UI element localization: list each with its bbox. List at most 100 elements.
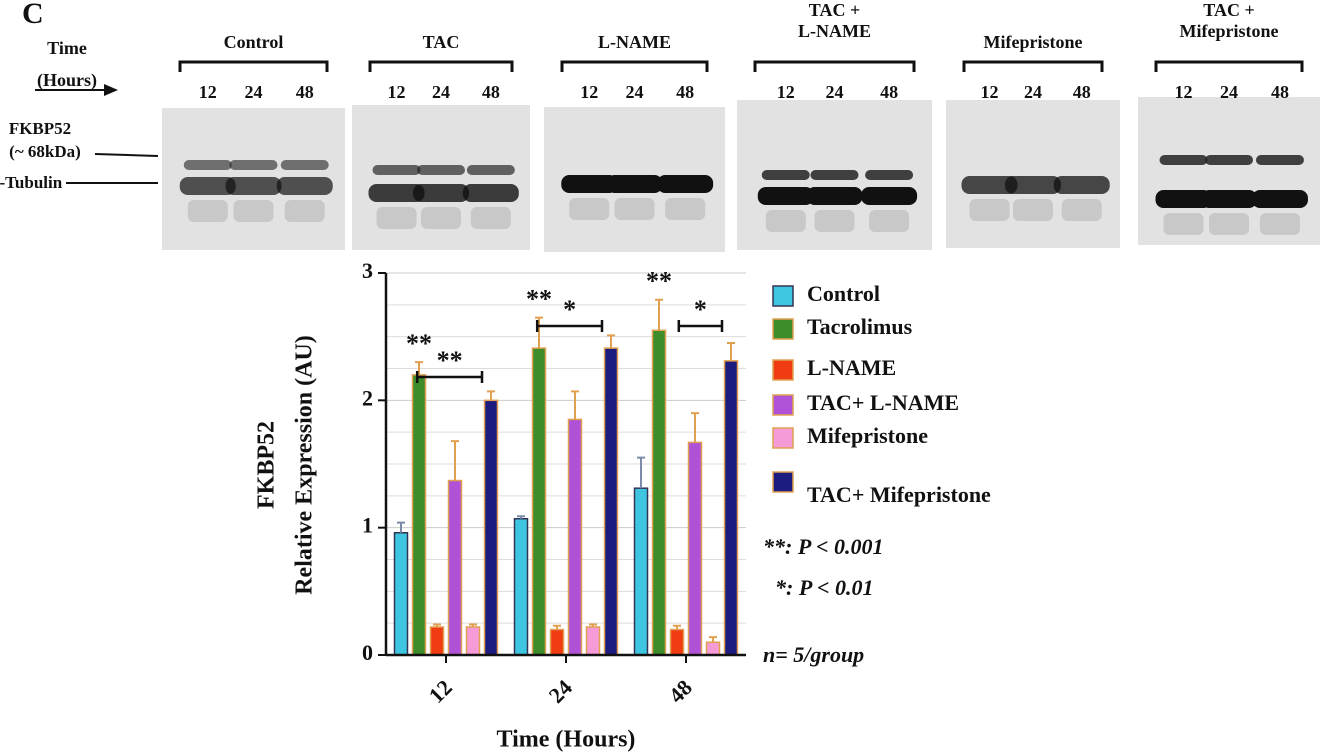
group-bracket xyxy=(753,60,916,72)
band xyxy=(417,165,465,175)
smear xyxy=(869,210,910,232)
error-bar xyxy=(637,456,645,489)
lane-label: 48 xyxy=(1073,82,1091,102)
band xyxy=(861,187,918,205)
group-name: L-NAME xyxy=(798,21,871,41)
bar xyxy=(723,360,739,656)
lane-label: 24 xyxy=(826,82,844,102)
lane-label: 24 xyxy=(1024,82,1042,102)
band xyxy=(229,160,278,170)
group-name: TAC + xyxy=(809,0,860,20)
group-bracket xyxy=(560,60,709,72)
y-tick-label: 2 xyxy=(362,385,373,410)
band xyxy=(606,175,663,193)
lane-label: 48 xyxy=(1271,82,1289,102)
group-bracket xyxy=(368,60,514,72)
band xyxy=(806,187,863,205)
smear xyxy=(665,198,706,220)
smear xyxy=(814,210,855,232)
smear xyxy=(470,207,511,229)
lane-label: 24 xyxy=(432,82,450,102)
band xyxy=(1251,190,1308,208)
smear xyxy=(1013,199,1053,221)
error-bar xyxy=(607,334,615,349)
bar xyxy=(411,374,427,656)
band xyxy=(183,160,232,170)
smear xyxy=(233,200,274,222)
band xyxy=(368,184,425,202)
error-bar xyxy=(517,515,525,519)
band xyxy=(1155,190,1212,208)
smear xyxy=(765,210,806,232)
legend-swatch xyxy=(772,285,794,307)
legend-swatch xyxy=(772,471,794,493)
group-name: L-NAME xyxy=(598,32,671,52)
significance-star: ** xyxy=(646,267,672,296)
legend-label: Mifepristone xyxy=(807,423,928,448)
x-axis-title: Time (Hours) xyxy=(497,727,636,753)
band xyxy=(561,175,618,193)
error-bar xyxy=(727,342,735,361)
x-tick-label: 48 xyxy=(664,675,697,708)
legend-swatch xyxy=(772,394,794,416)
error-bar xyxy=(469,623,477,627)
smear xyxy=(187,200,228,222)
significance-star: ** xyxy=(526,285,552,314)
bar xyxy=(651,329,667,656)
y-axis-title: FKBP52 xyxy=(254,421,280,509)
smear xyxy=(614,198,655,220)
error-bar xyxy=(415,361,423,375)
lane-label: 48 xyxy=(482,82,500,102)
lane-label: 12 xyxy=(580,82,598,102)
bar xyxy=(585,626,601,656)
row-label: α-Tubulin xyxy=(0,173,63,192)
row-label: FKBP52 xyxy=(9,119,71,138)
significance-star: ** xyxy=(406,329,432,358)
time-label: Time xyxy=(47,38,87,58)
error-bar xyxy=(451,440,459,481)
blot-image xyxy=(1138,97,1320,245)
lane-label: 24 xyxy=(626,82,644,102)
lane-label: 12 xyxy=(981,82,999,102)
row-arrow xyxy=(94,153,159,157)
band xyxy=(179,177,236,195)
band xyxy=(757,187,814,205)
error-bar xyxy=(571,390,579,420)
error-bar xyxy=(655,298,663,331)
y-axis-title: Relative Expression (AU) xyxy=(292,335,318,595)
error-bar xyxy=(589,623,597,627)
lane-label: 48 xyxy=(296,82,314,102)
error-bar xyxy=(487,390,495,401)
smear xyxy=(569,198,610,220)
lane-label: 12 xyxy=(777,82,795,102)
smear xyxy=(1163,213,1204,235)
bar xyxy=(429,626,445,656)
significance-bracket xyxy=(535,320,604,332)
band xyxy=(1053,176,1110,194)
bar xyxy=(393,532,409,656)
significance-star: * xyxy=(563,295,576,324)
band xyxy=(961,176,1018,194)
bar xyxy=(633,487,649,656)
error-bar xyxy=(553,624,561,630)
band xyxy=(280,160,329,170)
legend-label: L-NAME xyxy=(807,355,896,380)
lane-label: 24 xyxy=(245,82,263,102)
band xyxy=(1005,176,1061,194)
note: **: P < 0.001 xyxy=(763,534,883,559)
bar xyxy=(603,347,619,656)
smear xyxy=(1209,213,1249,235)
legend-swatch xyxy=(772,427,794,449)
legend-label: TAC+ L-NAME xyxy=(807,390,959,415)
group-bracket xyxy=(1154,60,1304,72)
band xyxy=(1255,155,1304,165)
bar xyxy=(465,626,481,656)
lane-label: 24 xyxy=(1220,82,1238,102)
smear xyxy=(1061,199,1102,221)
bar xyxy=(447,479,463,656)
group-bracket xyxy=(962,60,1104,72)
lane-label: 48 xyxy=(880,82,898,102)
group-name: TAC + xyxy=(1203,0,1254,20)
bar xyxy=(549,628,565,656)
